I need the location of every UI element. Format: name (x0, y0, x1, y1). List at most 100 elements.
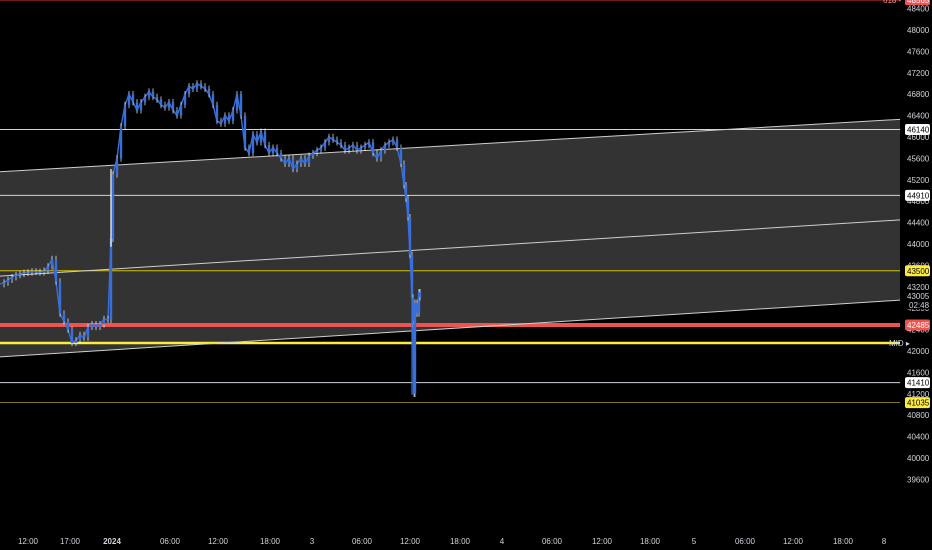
candle-body (411, 297, 415, 325)
candle-body (219, 120, 223, 124)
candle-body (319, 147, 323, 151)
channel-line-middle[interactable] (0, 219, 901, 277)
candle-body (327, 137, 331, 143)
level-tag-label: 48565 (907, 0, 930, 5)
candle-body (383, 145, 387, 151)
candle-body (375, 153, 379, 159)
candle-body (287, 158, 291, 164)
y-tick-label: 44800 (907, 197, 930, 206)
y-tick-label: 41600 (907, 368, 930, 377)
level-tag-44910[interactable] (905, 189, 930, 201)
candle-body (371, 142, 375, 154)
candle-body (391, 139, 395, 143)
x-tick-label: 12:00 (400, 537, 421, 546)
x-tick-label: 06:00 (735, 537, 756, 546)
candle-body (211, 94, 215, 105)
candle-body (62, 313, 66, 322)
candle-body (355, 145, 359, 151)
x-tick-label: 12:00 (592, 537, 613, 546)
level-tag-43500[interactable] (905, 265, 930, 277)
candle-body (70, 329, 74, 343)
x-tick-label: 8 (882, 537, 887, 546)
candle-body (119, 126, 123, 159)
candle-body (163, 104, 167, 108)
level-tag-42485[interactable] (905, 319, 930, 331)
candle-body (54, 258, 58, 282)
level-tag-41410[interactable] (905, 377, 930, 389)
x-tick-label: 17:00 (60, 537, 81, 546)
price-axis[interactable] (900, 0, 932, 520)
candle-body (175, 110, 179, 116)
candle-body (323, 142, 327, 148)
x-tick-label: 4 (500, 537, 505, 546)
candle-body (291, 158, 295, 170)
candle-body (135, 102, 139, 111)
candle-body (299, 158, 303, 164)
level-tag-label: 41035 (907, 399, 930, 408)
candle-body (231, 110, 235, 121)
candle-body (343, 145, 347, 151)
candle-body (402, 163, 406, 186)
candle-body (34, 271, 38, 273)
candle-body (413, 302, 417, 394)
candle-body (106, 318, 110, 320)
candle-body (58, 281, 62, 314)
candle-body (94, 324, 98, 327)
candle-body (2, 282, 6, 285)
candle-body (123, 104, 127, 127)
candle-body (131, 94, 135, 103)
x-tick-label: 18:00 (450, 537, 471, 546)
candle-body (46, 266, 50, 271)
x-tick-label: 5 (692, 537, 697, 546)
level-tag-prefix: 618 - (883, 0, 902, 5)
y-tick-label: 43200 (907, 283, 930, 292)
candle-body (247, 147, 251, 154)
level-tag-46140[interactable] (905, 124, 930, 136)
candle-body (359, 147, 363, 151)
candle-body (331, 137, 335, 140)
candle-body (139, 102, 143, 111)
candle-body (363, 145, 367, 148)
candle-body (151, 91, 155, 97)
candle-body (406, 198, 410, 218)
candle-body (404, 185, 408, 199)
x-tick-label: 06:00 (160, 537, 181, 546)
candle-body (66, 321, 70, 330)
y-tick-label: 40800 (907, 411, 930, 420)
level-tag-48565[interactable] (905, 0, 930, 6)
y-tick-label: 40400 (907, 433, 930, 442)
x-tick-label: 12:00 (18, 537, 39, 546)
level-tag-label: 41410 (907, 379, 930, 388)
candle-body (78, 334, 82, 341)
level-tag-label: 46140 (907, 126, 930, 135)
candle-body (223, 115, 227, 124)
candle-body (195, 83, 199, 89)
candle-body (303, 158, 307, 164)
y-tick-label: 41200 (907, 390, 930, 399)
x-tick-label: 06:00 (352, 537, 373, 546)
candle-body (417, 292, 421, 314)
last-price-label: 43005 (907, 292, 930, 301)
level-tag-label: 42485 (907, 321, 930, 330)
x-tick-label: 2024 (103, 537, 121, 546)
channel-line-lower[interactable] (0, 299, 901, 358)
candle-body (307, 155, 311, 164)
time-axis[interactable] (0, 520, 932, 550)
level-tag-41035[interactable] (905, 397, 930, 409)
candle-body (191, 86, 195, 89)
candle-body (18, 273, 22, 276)
candle-body (410, 254, 414, 298)
candle-body (82, 334, 86, 338)
level-tag-label: 44910 (907, 191, 930, 200)
channel-line-upper[interactable] (0, 118, 901, 173)
y-tick-label: 47600 (907, 47, 930, 56)
candle-body (50, 258, 54, 267)
x-tick-label: 12:00 (208, 537, 229, 546)
candle-body (227, 115, 231, 121)
level-tag-mid: MID ▸ (889, 339, 910, 348)
candle-body (418, 292, 422, 298)
candle-body (26, 272, 30, 274)
x-tick-label: 18:00 (260, 537, 281, 546)
y-tick-label: 46800 (907, 90, 930, 99)
